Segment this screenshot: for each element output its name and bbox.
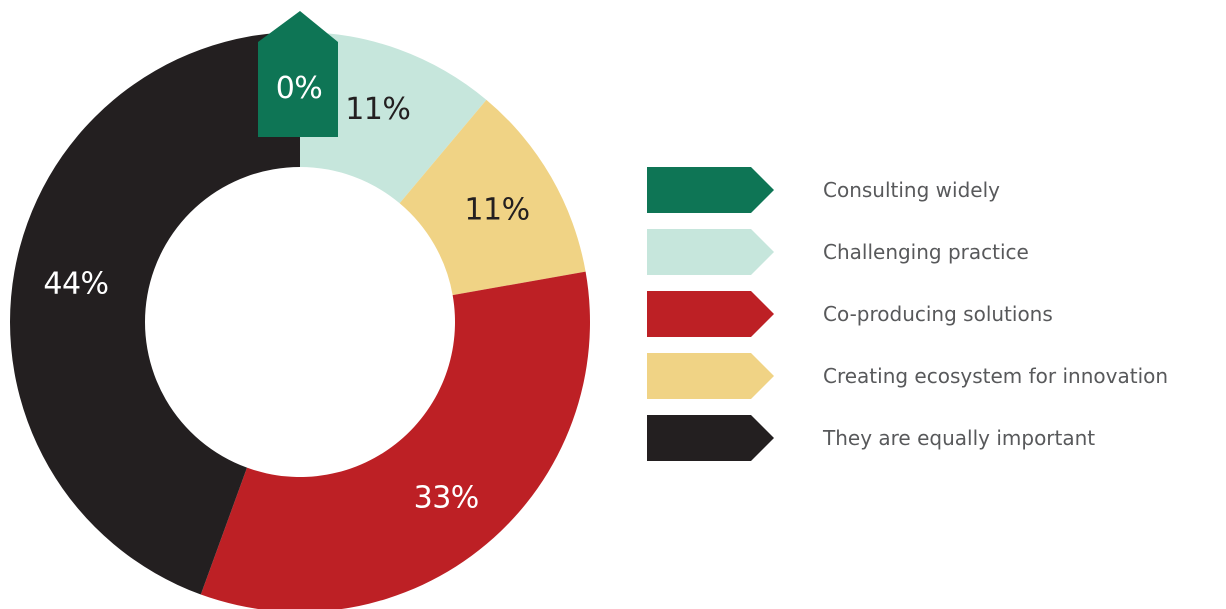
legend-label: Challenging practice [823, 240, 1029, 264]
donut-chart: 0% 11% 11% 33% 44% [10, 11, 590, 609]
legend-swatch-they-are-equally-important [647, 415, 774, 461]
data-label-creating-ecosystem-for-innovation: 11% [464, 192, 529, 227]
legend-swatch-co-producing-solutions [647, 291, 774, 337]
data-label-challenging-practice: 11% [345, 92, 410, 127]
data-label-they-are-equally-important: 44% [43, 266, 108, 301]
legend-label: Co-producing solutions [823, 302, 1053, 326]
legend-swatch-challenging-practice [647, 229, 774, 275]
data-label-consulting-widely: 0% [276, 71, 323, 106]
data-label-co-producing-solutions: 33% [414, 480, 479, 515]
legend-label: Consulting widely [823, 178, 1000, 202]
slice-co-producing-solutions [200, 271, 590, 609]
slice-challenging-practice [300, 32, 487, 204]
legend-swatch-consulting-widely [647, 167, 774, 213]
slice-creating-ecosystem-for-innovation [399, 99, 586, 296]
legend-swatch-creating-ecosystem-for-innovation [647, 353, 774, 399]
slice-consulting-widely-marker [258, 11, 338, 137]
slice-they-are-equally-important [10, 32, 300, 595]
legend-label: They are equally important [823, 426, 1096, 450]
legend-label: Creating ecosystem for innovation [823, 364, 1169, 388]
